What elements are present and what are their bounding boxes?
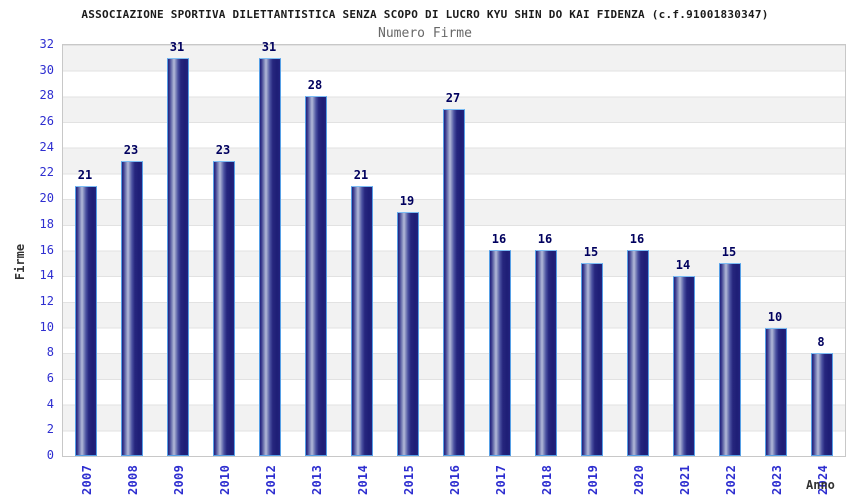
x-axis-title: Anno: [806, 478, 835, 492]
x-tick-label: 2014: [356, 464, 370, 495]
y-tick-label: 20: [39, 191, 54, 206]
bar-value-label: 15: [583, 245, 599, 259]
y-tick-label: 4: [46, 396, 54, 411]
x-tick-label: 2022: [724, 464, 738, 495]
chart-subtitle: Numero Firme: [378, 26, 472, 41]
y-tick-label: 24: [39, 139, 54, 154]
x-tick-label: 2017: [494, 464, 508, 495]
x-tick-label: 2012: [264, 464, 278, 495]
y-tick-label: 10: [39, 319, 54, 334]
y-tick-label: 28: [39, 88, 54, 103]
y-tick-label: 0: [46, 448, 54, 462]
y-tick-label: 12: [39, 293, 54, 308]
x-tick-label: 2008: [126, 464, 140, 495]
x-tick-label: 2010: [218, 464, 232, 495]
bar: [535, 250, 557, 456]
x-tick-label: 2023: [770, 464, 784, 495]
bar-value-label: 16: [537, 232, 553, 246]
bar: [719, 263, 741, 456]
bar-value-label: 19: [399, 194, 415, 208]
y-tick-label: 18: [39, 216, 54, 231]
y-tick-label: 8: [46, 345, 54, 360]
bar: [213, 161, 235, 456]
bar-value-label: 16: [629, 232, 645, 246]
y-tick-label: 32: [39, 37, 54, 51]
x-tick-label: 2007: [80, 464, 94, 495]
x-tick-label: 2015: [402, 464, 416, 495]
bar-value-label: 21: [353, 168, 369, 182]
bar: [765, 328, 787, 456]
x-tick-label: 2009: [172, 464, 186, 495]
bar-value-label: 31: [261, 40, 277, 54]
bar-value-label: 28: [307, 78, 323, 92]
x-tick-label: 2020: [632, 464, 646, 495]
bar-value-label: 27: [445, 91, 461, 105]
bar: [489, 250, 511, 456]
plot-area: [62, 44, 846, 457]
bar: [673, 276, 695, 456]
bar-value-label: 14: [675, 258, 691, 272]
bar: [305, 96, 327, 456]
bar: [581, 263, 603, 456]
x-tick-label: 2019: [586, 464, 600, 495]
bar-value-label: 31: [169, 40, 185, 54]
y-tick-label: 6: [46, 370, 54, 385]
bar-value-label: 10: [767, 310, 783, 324]
bar-value-label: 16: [491, 232, 507, 246]
bar: [351, 186, 373, 456]
bar: [259, 58, 281, 456]
x-tick-label: 2016: [448, 464, 462, 495]
bar: [121, 161, 143, 456]
y-tick-label: 16: [39, 242, 54, 257]
chart-title: ASSOCIAZIONE SPORTIVA DILETTANTISTICA SE…: [81, 8, 769, 21]
y-tick-label: 14: [39, 268, 54, 283]
x-tick-label: 2013: [310, 464, 324, 495]
bar: [627, 250, 649, 456]
bar: [811, 353, 833, 456]
bar: [75, 186, 97, 456]
bar-value-label: 8: [817, 335, 825, 349]
y-tick-label: 26: [39, 114, 54, 129]
bar: [397, 212, 419, 456]
x-tick-label: 2018: [540, 464, 554, 495]
bar: [167, 58, 189, 456]
x-tick-label: 2021: [678, 464, 692, 495]
bar-value-label: 23: [123, 143, 139, 157]
y-tick-label: 22: [39, 165, 54, 180]
y-tick-label: 2: [46, 422, 54, 437]
bar-value-label: 15: [721, 245, 737, 259]
bar-value-label: 21: [77, 168, 93, 182]
bar: [443, 109, 465, 456]
y-tick-label: 30: [39, 62, 54, 77]
bar-value-label: 23: [215, 143, 231, 157]
